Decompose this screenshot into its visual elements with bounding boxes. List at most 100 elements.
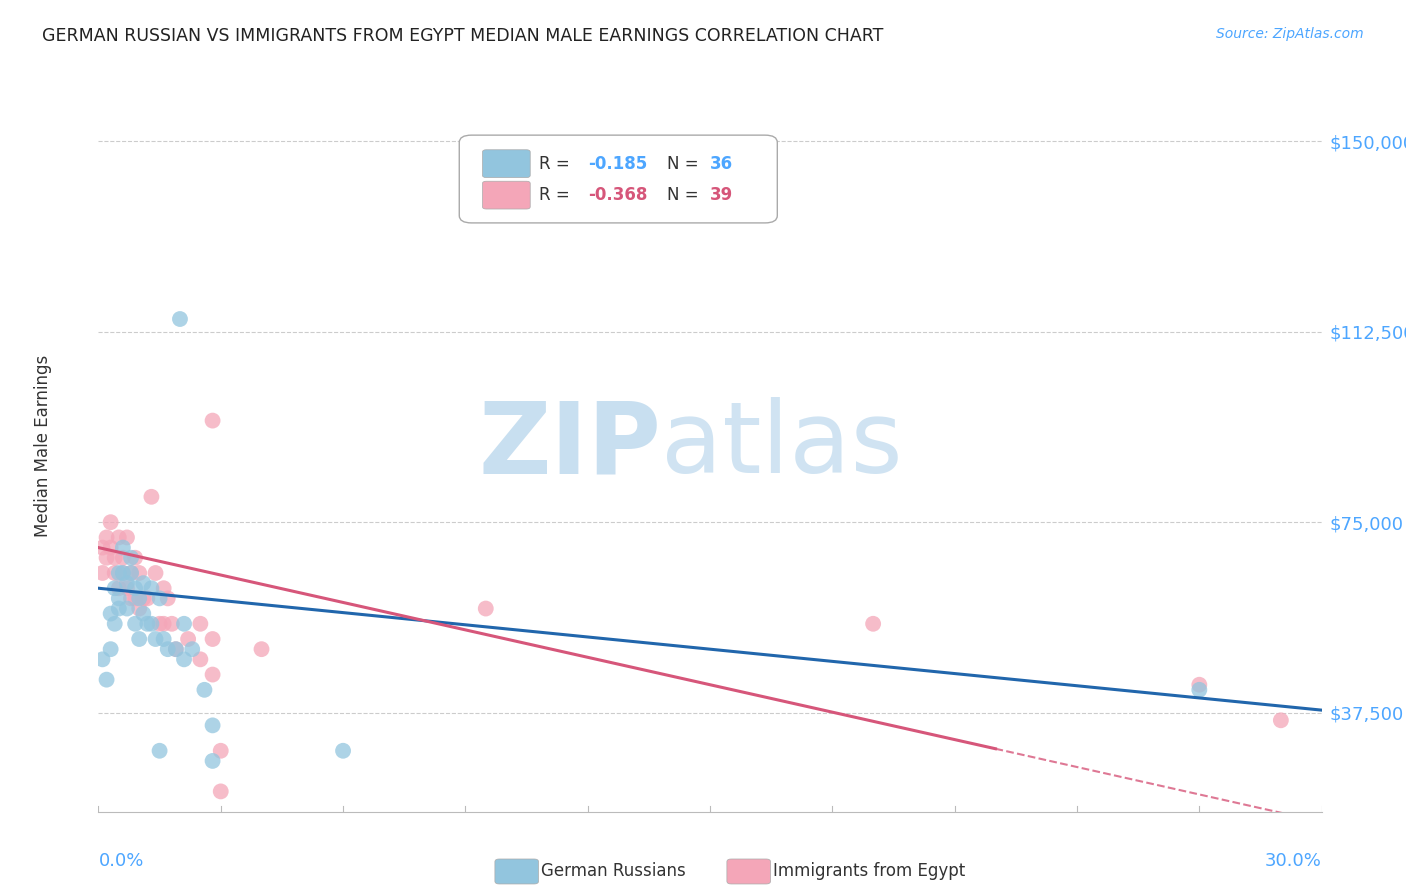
Text: R =: R = (538, 186, 575, 204)
Point (152, 581, 174, 595)
Text: 0.0%: 0.0% (98, 853, 143, 871)
Point (111, 550, 134, 565)
Point (165, 642, 187, 657)
Point (120, 566, 142, 580)
Point (149, 616, 172, 631)
Point (128, 591, 150, 606)
Text: N =: N = (668, 186, 704, 204)
Point (149, 591, 172, 606)
Point (165, 642, 187, 657)
Point (156, 591, 179, 606)
Text: 39: 39 (710, 186, 734, 204)
Point (100, 515, 122, 529)
Text: Median Male Earnings: Median Male Earnings (34, 355, 52, 537)
Point (250, 642, 273, 657)
Point (120, 550, 142, 565)
Point (136, 616, 159, 631)
Point (108, 530, 131, 544)
Point (156, 642, 179, 657)
Point (141, 616, 163, 631)
Point (108, 591, 131, 606)
Point (132, 591, 155, 606)
Point (132, 576, 155, 591)
Text: R =: R = (538, 154, 575, 173)
Point (100, 642, 122, 657)
Point (152, 616, 174, 631)
Point (132, 607, 155, 621)
Point (193, 682, 215, 697)
Point (169, 312, 191, 326)
Point (136, 591, 159, 606)
Point (91, 541, 114, 555)
Point (91, 566, 114, 580)
Point (1188, 678, 1211, 692)
Point (862, 616, 884, 631)
Point (124, 550, 146, 565)
Text: -0.185: -0.185 (588, 154, 647, 173)
Point (108, 601, 131, 615)
Point (104, 616, 127, 631)
Point (128, 632, 150, 646)
Point (201, 414, 224, 428)
Point (111, 566, 134, 580)
Point (128, 566, 150, 580)
Point (201, 632, 224, 646)
Point (128, 601, 150, 615)
Point (188, 652, 212, 666)
Point (120, 591, 142, 606)
Point (173, 652, 195, 666)
Point (1188, 682, 1211, 697)
Point (474, 601, 498, 615)
Point (145, 632, 167, 646)
Point (188, 616, 212, 631)
FancyBboxPatch shape (482, 150, 530, 178)
Point (96, 550, 118, 565)
Point (124, 616, 146, 631)
Point (201, 718, 224, 732)
Point (96, 673, 118, 687)
Point (100, 541, 122, 555)
Text: 36: 36 (710, 154, 733, 173)
Text: GERMAN RUSSIAN VS IMMIGRANTS FROM EGYPT MEDIAN MALE EARNINGS CORRELATION CHART: GERMAN RUSSIAN VS IMMIGRANTS FROM EGYPT … (42, 27, 883, 45)
Text: N =: N = (668, 154, 704, 173)
Point (209, 784, 232, 798)
Text: German Russians: German Russians (541, 863, 686, 880)
Point (145, 566, 167, 580)
Text: Immigrants from Egypt: Immigrants from Egypt (773, 863, 966, 880)
Point (124, 591, 146, 606)
Point (108, 566, 131, 580)
Point (177, 632, 200, 646)
Point (108, 581, 131, 595)
Point (332, 744, 354, 758)
Point (115, 581, 138, 595)
Point (149, 744, 172, 758)
FancyBboxPatch shape (460, 136, 778, 223)
Point (111, 541, 134, 555)
Point (181, 642, 204, 657)
Point (100, 607, 122, 621)
Text: -0.368: -0.368 (588, 186, 647, 204)
Point (120, 566, 142, 580)
Point (104, 550, 127, 565)
Point (1270, 714, 1292, 728)
Point (91, 652, 114, 666)
Point (141, 581, 163, 595)
Text: ZIP: ZIP (478, 398, 661, 494)
Point (201, 754, 224, 768)
Point (124, 581, 146, 595)
Point (115, 530, 138, 544)
Text: atlas: atlas (661, 398, 903, 494)
Point (96, 530, 118, 544)
Point (173, 616, 195, 631)
Point (201, 667, 224, 681)
Point (115, 576, 138, 591)
Point (104, 581, 127, 595)
Point (152, 632, 174, 646)
Point (104, 566, 127, 580)
Text: Source: ZipAtlas.com: Source: ZipAtlas.com (1216, 27, 1364, 41)
Point (115, 601, 138, 615)
Text: 30.0%: 30.0% (1265, 853, 1322, 871)
Point (141, 490, 163, 504)
FancyBboxPatch shape (482, 181, 530, 209)
Point (209, 744, 232, 758)
